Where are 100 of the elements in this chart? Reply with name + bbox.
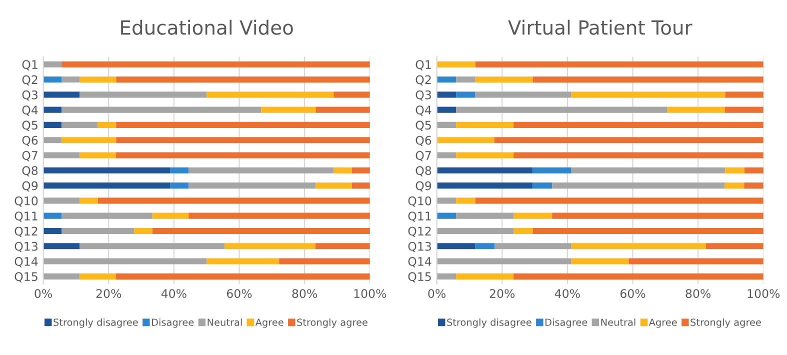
legend-label: Neutral [601, 318, 636, 326]
bar [456, 273, 514, 280]
bar [116, 122, 370, 128]
bar [43, 76, 62, 83]
y-tick-label: Q11 [14, 212, 38, 222]
y-tick-label: Q15 [408, 272, 431, 282]
bar [475, 198, 764, 204]
bar [436, 182, 533, 189]
y-tick-label: Q15 [14, 272, 38, 282]
bar [456, 152, 514, 158]
bar [43, 106, 62, 113]
bar [436, 167, 533, 174]
bar [514, 228, 533, 234]
bar [436, 106, 456, 113]
bar [170, 167, 189, 174]
bar [532, 167, 572, 174]
bar [43, 122, 62, 128]
y-tick-label: Q7 [22, 150, 38, 162]
bar [456, 212, 514, 219]
bar [261, 106, 316, 113]
bar [436, 228, 514, 234]
bar [571, 167, 726, 174]
bar [436, 122, 456, 128]
y-tick-label: Q5 [22, 120, 38, 131]
bar [475, 76, 533, 83]
bar [224, 243, 316, 250]
bar [80, 76, 116, 83]
bar [436, 273, 456, 280]
bar [514, 122, 764, 128]
bar [532, 182, 552, 189]
bar [436, 258, 572, 264]
bar [43, 273, 80, 280]
y-tick-label: Q6 [416, 136, 432, 146]
bar [571, 92, 726, 98]
y-tick-label: Q10 [408, 196, 432, 207]
bar [80, 273, 116, 280]
y-tick-label: Q2 [22, 75, 38, 86]
bar [43, 61, 62, 68]
bar [43, 212, 62, 219]
y-tick-label: Q9 [416, 181, 432, 192]
y-tick-label: Q5 [416, 120, 431, 131]
bar [456, 198, 476, 204]
bar [514, 152, 764, 158]
y-tick-label: Q7 [416, 150, 431, 162]
bar [62, 122, 98, 128]
bar [456, 122, 514, 128]
bar [706, 243, 764, 250]
y-tick-label: Q14 [408, 257, 432, 268]
bar [43, 198, 80, 204]
y-tick-label: Q3 [22, 90, 38, 101]
bar [80, 198, 98, 204]
bar [170, 182, 189, 189]
x-tick-label: 60% [226, 289, 252, 298]
bar [43, 258, 207, 264]
bar [514, 273, 764, 280]
legend-label: Disagree [152, 318, 194, 328]
bar [514, 212, 552, 219]
bar [98, 198, 370, 204]
bar [456, 106, 668, 113]
y-tick-label: Q1 [22, 60, 38, 70]
y-tick-label: Q3 [416, 90, 431, 101]
bar [98, 122, 116, 128]
x-tick-label: 80% [686, 289, 711, 298]
bar [667, 106, 725, 113]
bar [315, 243, 370, 250]
legend-label: Strongly disagree [447, 318, 532, 328]
bar [456, 92, 476, 98]
bar [116, 76, 370, 83]
y-tick-label: Q9 [22, 181, 38, 192]
legend-label: Strongly agree [690, 318, 761, 328]
bar [725, 92, 764, 98]
bar [744, 167, 764, 174]
y-tick-label: Q6 [22, 136, 38, 146]
y-tick-label: Q2 [416, 75, 431, 86]
bar [334, 92, 370, 98]
bar [116, 152, 370, 158]
bar [436, 61, 476, 68]
y-tick-label: Q4 [22, 106, 38, 116]
bar [475, 243, 495, 250]
y-tick-label: Q10 [14, 196, 38, 207]
bar [206, 258, 280, 264]
x-tick-label: 20% [490, 289, 515, 298]
bar [62, 212, 152, 219]
bar [62, 228, 134, 234]
bar [316, 182, 352, 189]
bar [724, 182, 744, 189]
bar [436, 152, 456, 158]
bar [62, 106, 262, 113]
bar [62, 137, 116, 144]
legend-label: Agree [255, 318, 284, 328]
y-tick-label: Q14 [14, 257, 38, 268]
bar [532, 228, 764, 234]
y-tick-label: Q4 [416, 106, 432, 116]
x-tick-label: 80% [292, 289, 318, 298]
x-tick-label: 40% [161, 289, 186, 298]
bar [206, 92, 334, 98]
bar [532, 76, 764, 83]
bar [552, 212, 764, 219]
chart-title: Virtual Patient Tour [508, 20, 692, 35]
bar [43, 152, 80, 158]
